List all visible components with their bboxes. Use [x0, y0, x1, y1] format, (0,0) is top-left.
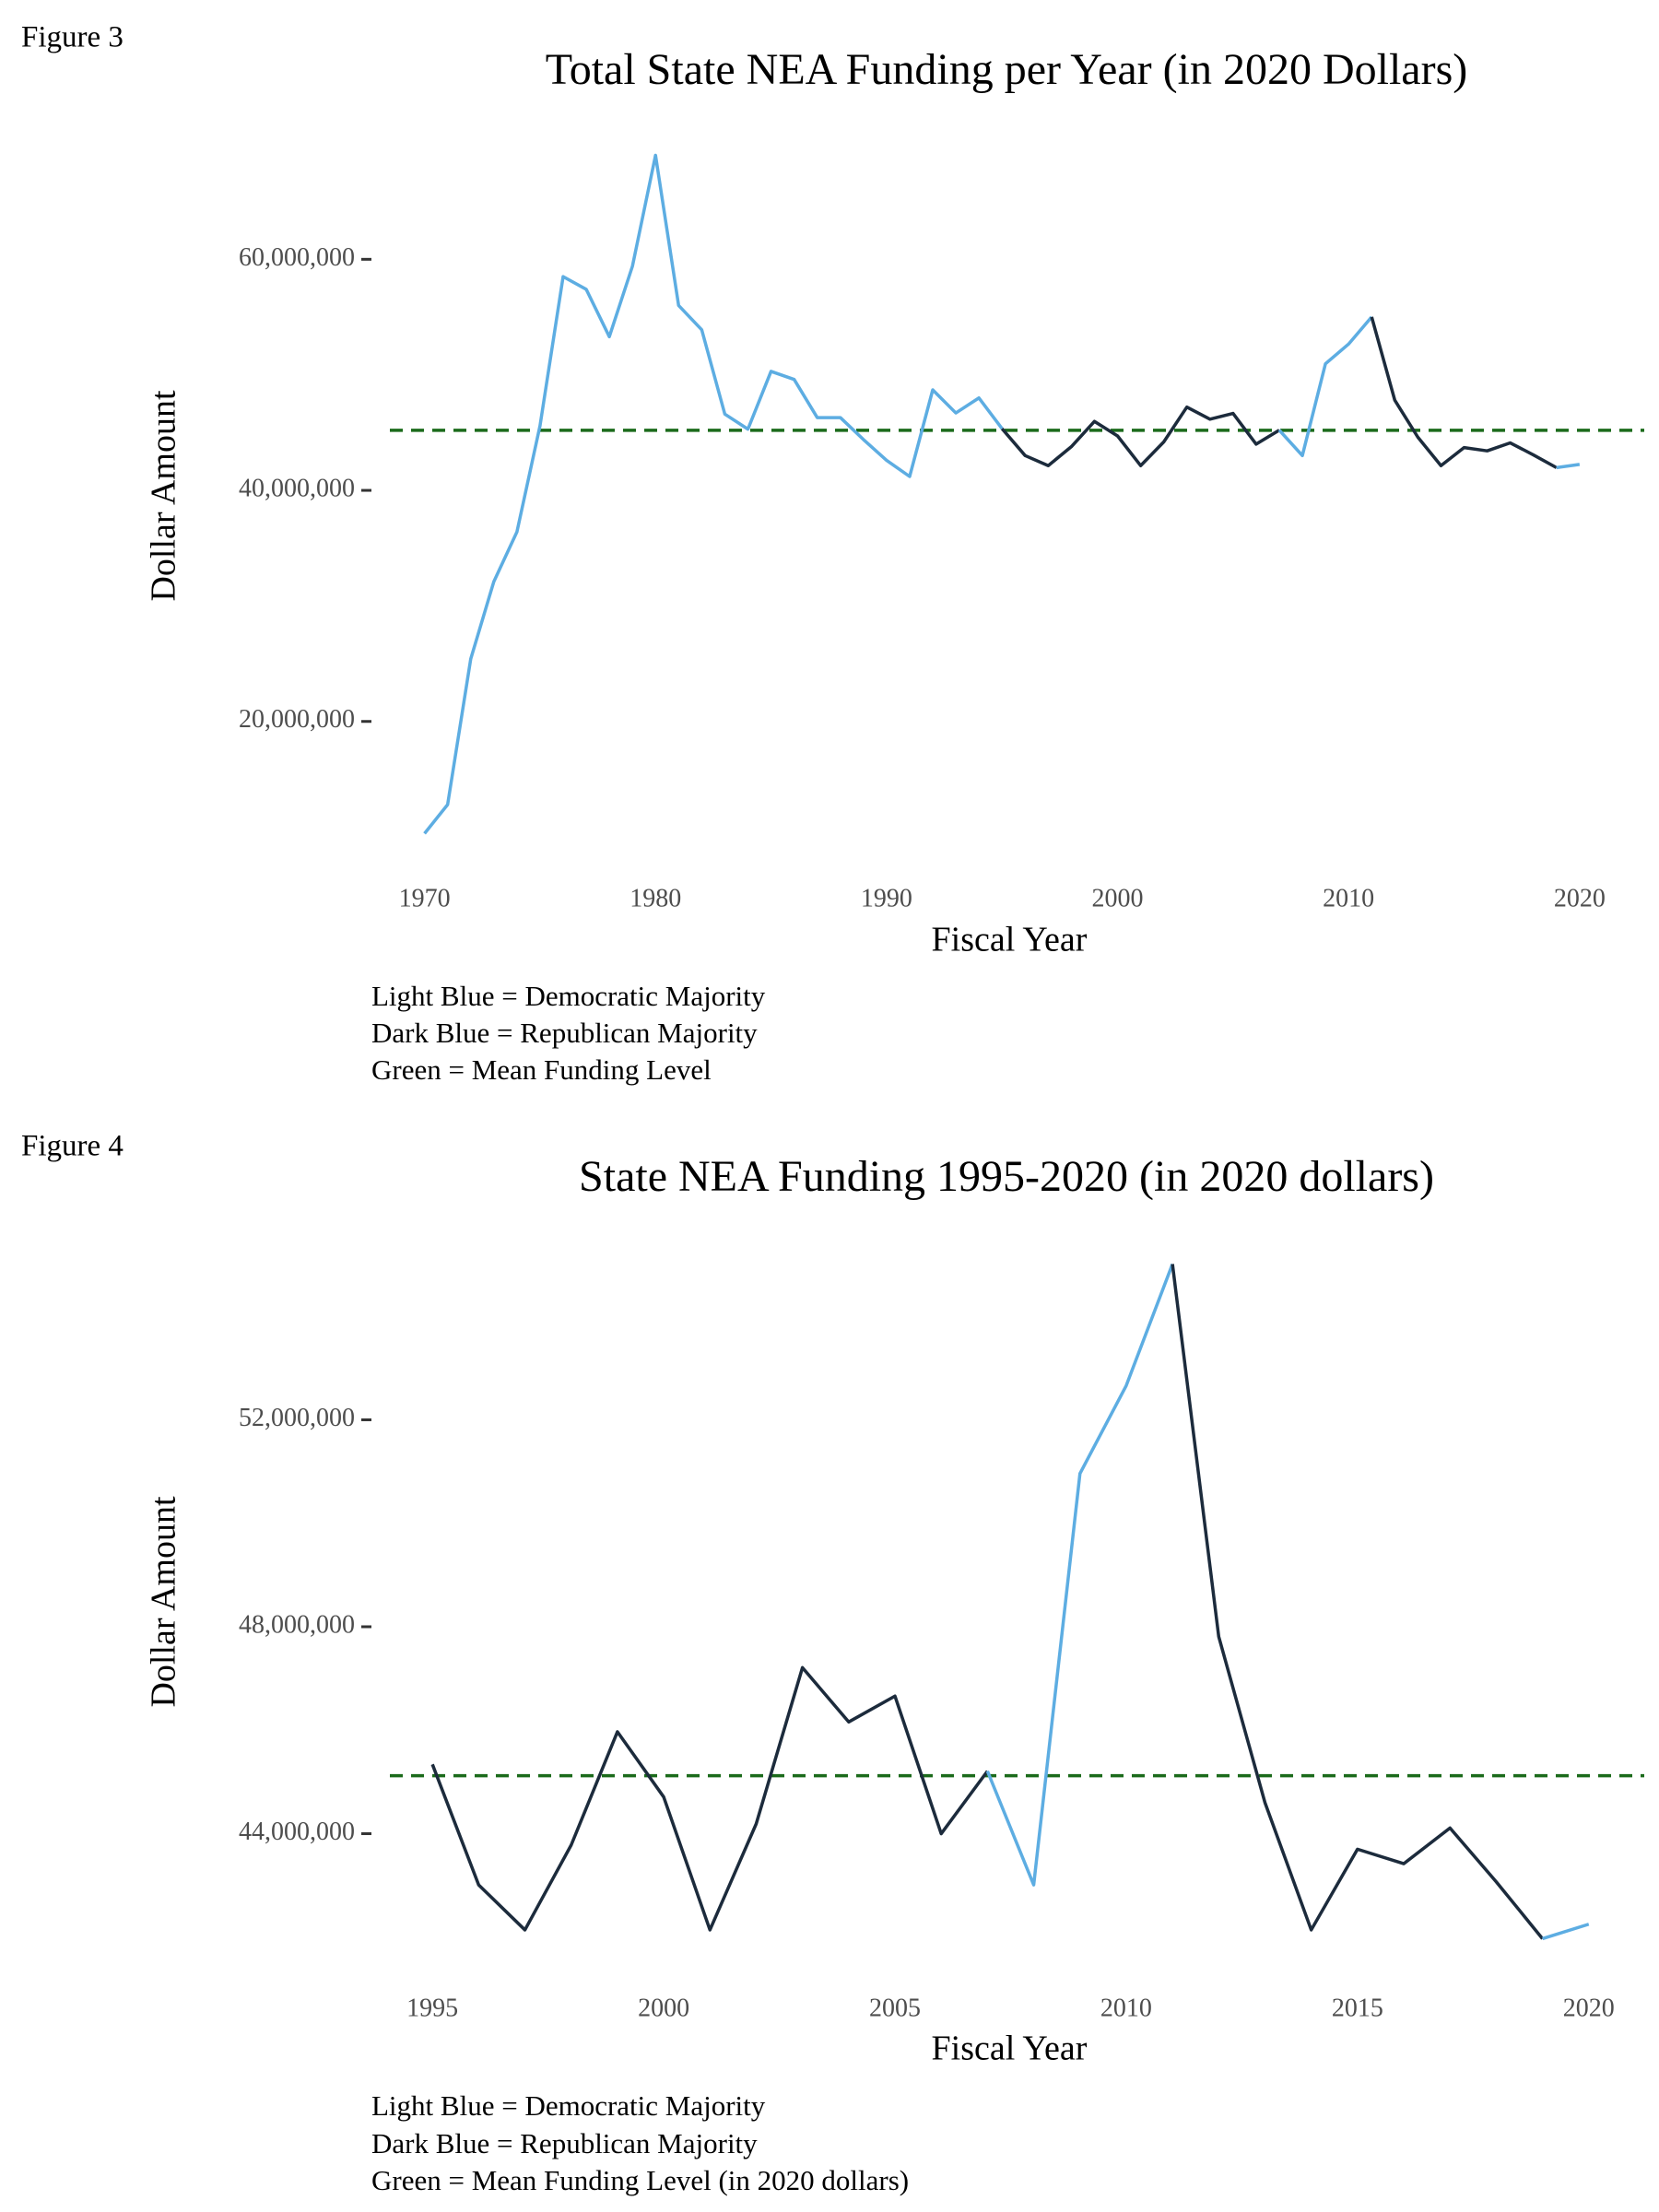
- x-tick-label: 2000: [1092, 884, 1144, 912]
- x-tick-label: 2010: [1323, 884, 1374, 912]
- x-tick-label: 2015: [1332, 1994, 1383, 2022]
- note: Light Blue = Democratic Majority: [371, 2089, 766, 2122]
- y-axis-title: Dollar Amount: [145, 390, 183, 601]
- x-tick-label: 1980: [629, 884, 681, 912]
- note: Green = Mean Funding Level: [371, 1053, 712, 1086]
- y-tick-label tick: 40,000,000: [239, 474, 355, 502]
- y-tick-label tick: 44,000,000: [239, 1818, 355, 1846]
- x-tick-label: 1995: [406, 1994, 458, 2022]
- data-line: [1542, 1923, 1590, 1941]
- data-line: [985, 1263, 1174, 1887]
- note: Dark Blue = Republican Majority: [371, 2127, 758, 2159]
- data-line: [1556, 463, 1581, 470]
- y-axis-title: Dollar Amount: [145, 1496, 183, 1707]
- data-line: [1370, 316, 1558, 469]
- x-tick-label: 2020: [1554, 884, 1606, 912]
- figure-label: Figure 4: [21, 1130, 124, 1163]
- y-tick-label tick: 52,000,000: [239, 1404, 355, 1432]
- y-tick-label tick: 20,000,000: [239, 705, 355, 734]
- x-tick-label: 2000: [638, 1994, 689, 2022]
- note: Dark Blue = Republican Majority: [371, 1017, 758, 1049]
- data-line: [1277, 315, 1373, 458]
- x-tick-label: 1970: [399, 884, 451, 912]
- y-tick-label tick: 60,000,000: [239, 243, 355, 272]
- y-tick-label tick: 48,000,000: [239, 1610, 355, 1639]
- x-tick-label: 2010: [1100, 1994, 1152, 2022]
- chart-title: Total State NEA Funding per Year (in 202…: [546, 45, 1468, 94]
- note: Light Blue = Democratic Majority: [371, 980, 766, 1012]
- note: Green = Mean Funding Level (in 2020 doll…: [371, 2164, 909, 2196]
- figure-label: Figure 3: [21, 21, 124, 54]
- x-axis-title: Fiscal Year: [932, 921, 1088, 959]
- chart-title: State NEA Funding 1995-2020 (in 2020 dol…: [579, 1152, 1434, 1201]
- x-axis-title: Fiscal Year: [932, 2030, 1088, 2068]
- data-line: [430, 1665, 989, 1932]
- data-line: [1171, 1264, 1544, 1940]
- data-line: [1000, 405, 1280, 467]
- data-line: [423, 153, 1004, 835]
- x-tick-label: 2005: [869, 1994, 921, 2022]
- x-tick-label: 1990: [861, 884, 912, 912]
- x-tick-label: 2020: [1563, 1994, 1615, 2022]
